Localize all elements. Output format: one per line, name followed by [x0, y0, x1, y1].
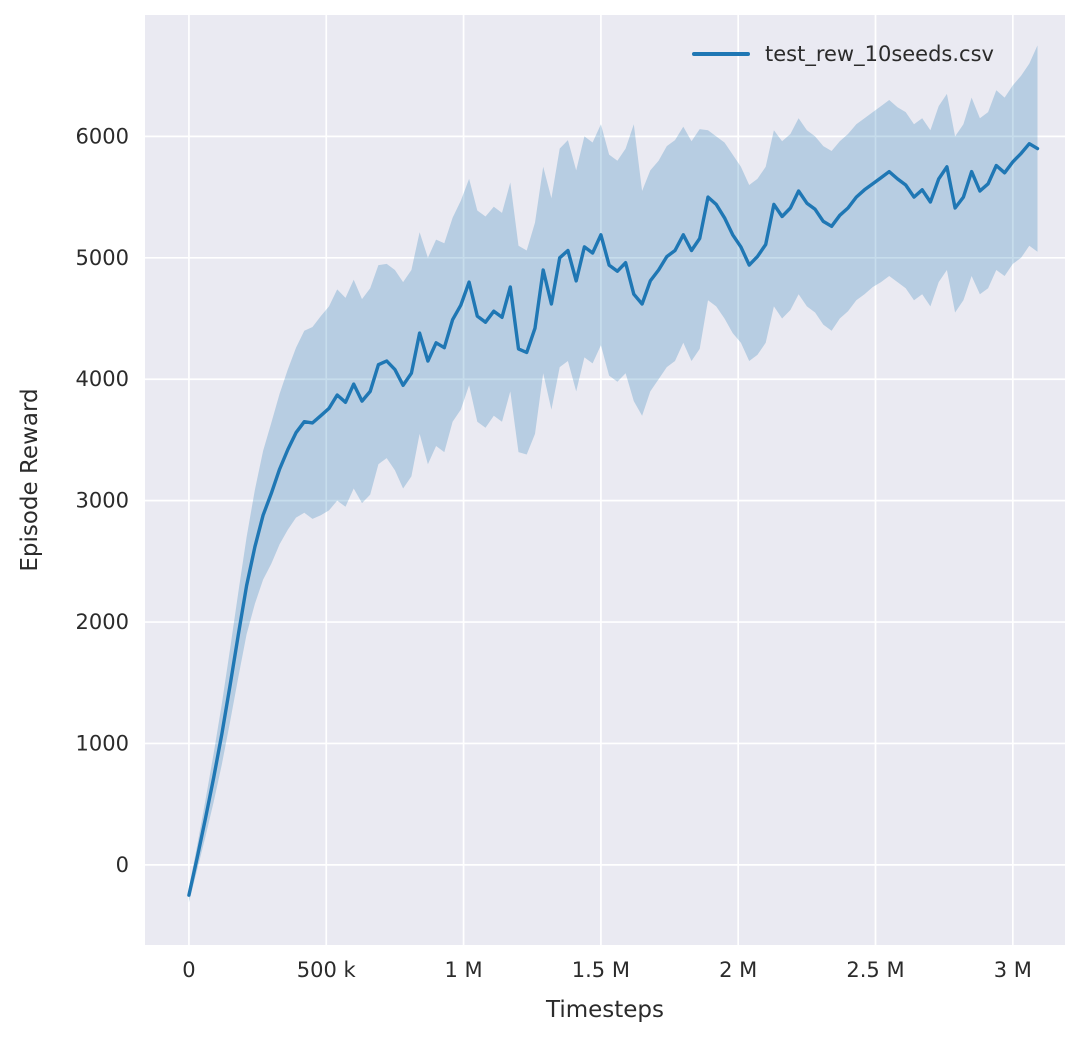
x-tick-label: 0 — [182, 958, 195, 982]
x-tick-label: 1 M — [444, 958, 482, 982]
confidence-band — [188, 45, 1038, 903]
plot-background — [145, 15, 1065, 945]
y-tick-label: 1000 — [76, 731, 129, 755]
legend: test_rew_10seeds.csv — [692, 42, 994, 66]
y-tick-label: 0 — [116, 853, 129, 877]
y-tick-label: 4000 — [76, 367, 129, 391]
x-tick-label: 2 M — [719, 958, 757, 982]
y-tick-label: 2000 — [76, 610, 129, 634]
y-tick-label: 3000 — [76, 489, 129, 513]
y-tick-label: 6000 — [76, 124, 129, 148]
x-axis-label: Timesteps — [545, 997, 665, 1023]
y-tick-label: 5000 — [76, 246, 129, 270]
mean-line — [187, 142, 1040, 897]
x-tick-label: 500 k — [297, 958, 357, 982]
x-tick-label: 1.5 M — [572, 958, 630, 982]
y-axis-label: Episode Reward — [17, 388, 43, 572]
legend-line-swatch — [692, 52, 750, 56]
x-tick-label: 3 M — [994, 958, 1032, 982]
x-tick-label: 2.5 M — [846, 958, 904, 982]
legend-label: test_rew_10seeds.csv — [765, 42, 994, 66]
